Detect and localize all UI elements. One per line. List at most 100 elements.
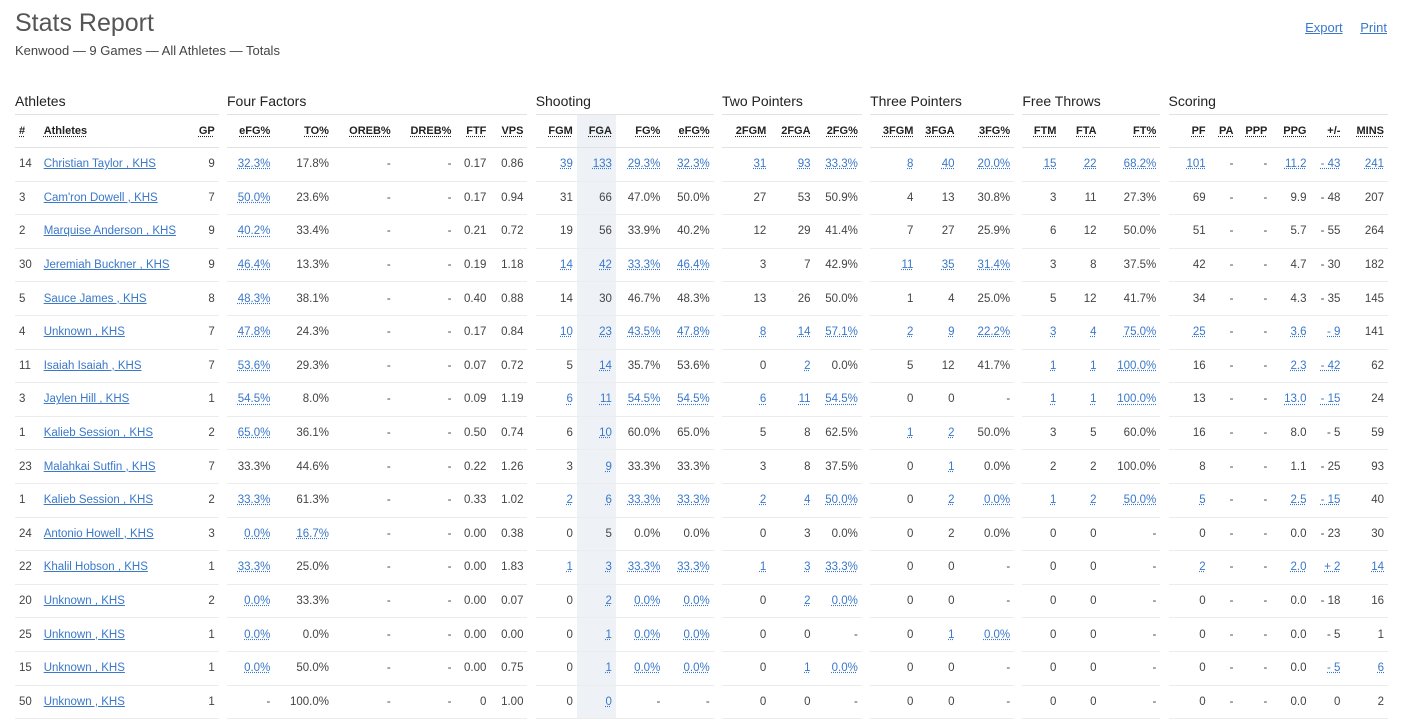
col-header[interactable]: Athletes (39, 115, 187, 148)
stat-link[interactable]: 3 (605, 561, 612, 574)
col-header[interactable]: 2FGA (770, 115, 815, 148)
stat-link[interactable]: 0.0% (683, 662, 710, 675)
stat-link[interactable]: 32.3% (237, 158, 271, 171)
export-link[interactable]: Export (1305, 20, 1343, 35)
stat-link[interactable]: - 43 (1320, 158, 1341, 171)
stat-link[interactable]: 46.4% (237, 259, 271, 272)
stat-link[interactable]: 33.3% (627, 494, 661, 507)
stat-link[interactable]: 54.5% (825, 393, 858, 406)
col-header[interactable]: 2FGM (721, 115, 771, 148)
stat-link[interactable]: 0.0% (983, 628, 1011, 641)
col-header[interactable]: OREB% (332, 115, 395, 148)
stat-link[interactable]: 1 (907, 427, 914, 440)
stat-link[interactable]: 241 (1364, 158, 1384, 171)
col-header[interactable]: FTA (1060, 115, 1101, 148)
stat-link[interactable]: 2 (804, 359, 811, 372)
stat-link[interactable]: 10 (599, 427, 612, 440)
stat-link[interactable]: 46.4% (677, 259, 710, 272)
athlete-link[interactable]: Unknown , KHS (43, 628, 125, 641)
stat-link[interactable]: 2 (605, 595, 612, 608)
col-header[interactable]: eFG% (226, 115, 275, 148)
stat-link[interactable]: 0.0% (244, 595, 271, 608)
stat-link[interactable]: 68.2% (1123, 158, 1157, 171)
stat-link[interactable]: 4 (804, 494, 811, 507)
stat-link[interactable]: 0.0% (634, 628, 661, 641)
stat-link[interactable]: 47.8% (237, 326, 271, 339)
stat-link[interactable]: 33.3% (237, 494, 271, 507)
col-header[interactable]: 3FGA (917, 115, 959, 148)
stat-link[interactable]: 43.5% (627, 326, 661, 339)
stat-link[interactable]: 0.0% (244, 628, 271, 641)
stat-link[interactable]: 2 (1199, 561, 1206, 574)
stat-link[interactable]: 31.4% (977, 259, 1011, 272)
athlete-link[interactable]: Unknown , KHS (43, 695, 125, 708)
stat-link[interactable]: 33.3% (825, 561, 858, 574)
athlete-link[interactable]: Jeremiah Buckner , KHS (43, 259, 170, 272)
stat-link[interactable]: 31 (753, 158, 767, 171)
stat-link[interactable]: 11 (599, 393, 612, 406)
stat-link[interactable]: 133 (592, 158, 612, 171)
stat-link[interactable]: 3 (1050, 326, 1057, 339)
stat-link[interactable]: 11.2 (1284, 158, 1307, 171)
col-header[interactable]: MINS (1344, 115, 1388, 148)
athlete-link[interactable]: Unknown , KHS (43, 326, 125, 339)
athlete-link[interactable]: Antonio Howell , KHS (43, 527, 154, 540)
stat-link[interactable]: 0.0% (634, 662, 661, 675)
stat-link[interactable]: 42 (599, 259, 612, 272)
stat-link[interactable]: 22 (1083, 158, 1097, 171)
stat-link[interactable]: 0.0% (634, 595, 661, 608)
stat-link[interactable]: 2.3 (1290, 359, 1307, 372)
stat-link[interactable]: 1 (1050, 494, 1057, 507)
stat-link[interactable]: 2.0 (1290, 561, 1307, 574)
print-link[interactable]: Print (1360, 20, 1387, 35)
stat-link[interactable]: 3.6 (1290, 326, 1307, 339)
stat-link[interactable]: 47.8% (677, 326, 710, 339)
stat-link[interactable]: 25 (1192, 326, 1206, 339)
stat-link[interactable]: 53.6% (237, 359, 271, 372)
col-header[interactable]: FT% (1100, 115, 1161, 148)
stat-link[interactable]: 0.0% (683, 595, 710, 608)
stat-link[interactable]: 2 (759, 494, 767, 507)
stat-link[interactable]: - 9 (1327, 326, 1341, 339)
col-header[interactable]: 3FG% (958, 115, 1015, 148)
stat-link[interactable]: 1 (566, 561, 573, 574)
stat-link[interactable]: 6 (759, 393, 767, 406)
stat-link[interactable]: 33.3% (627, 259, 661, 272)
stat-link[interactable]: 54.5% (677, 393, 710, 406)
stat-link[interactable]: 1 (948, 460, 955, 473)
stat-link[interactable]: 35 (941, 259, 955, 272)
stat-link[interactable]: 40.2% (237, 225, 271, 238)
stat-link[interactable]: 0.0% (831, 662, 858, 675)
stat-link[interactable]: 14 (599, 359, 612, 372)
stat-link[interactable]: 48.3% (237, 292, 271, 305)
stat-link[interactable]: 15 (1043, 158, 1057, 171)
col-header[interactable]: DREB% (394, 115, 456, 148)
stat-link[interactable]: 0.0% (683, 628, 710, 641)
stat-link[interactable]: 1 (1050, 393, 1057, 406)
stat-link[interactable]: 33.3% (237, 561, 271, 574)
col-header[interactable]: PPP (1237, 115, 1272, 148)
stat-link[interactable]: 2 (1090, 494, 1097, 507)
stat-link[interactable]: 1 (759, 561, 767, 574)
stat-link[interactable]: - 15 (1320, 494, 1341, 507)
athlete-link[interactable]: Marquise Anderson , KHS (43, 225, 177, 238)
stat-link[interactable]: 11 (798, 393, 811, 406)
stat-link[interactable]: 0 (605, 695, 612, 708)
athlete-link[interactable]: Khalil Hobson , KHS (43, 561, 148, 574)
stat-link[interactable]: 93 (797, 158, 811, 171)
stat-link[interactable]: 2 (948, 494, 955, 507)
stat-link[interactable]: 101 (1186, 158, 1206, 171)
col-header[interactable]: GP (186, 115, 219, 148)
stat-link[interactable]: 1 (804, 662, 811, 675)
stat-link[interactable]: 0.0% (831, 595, 858, 608)
stat-link[interactable]: 10 (560, 326, 573, 339)
col-header[interactable]: +/- (1310, 115, 1345, 148)
stat-link[interactable]: 1 (605, 628, 612, 641)
stat-link[interactable]: 100.0% (1117, 393, 1157, 406)
stat-link[interactable]: 50.0% (825, 494, 858, 507)
stat-link[interactable]: 0.0% (244, 662, 271, 675)
stat-link[interactable]: 23 (599, 326, 612, 339)
col-header[interactable]: FTF (455, 115, 491, 148)
stat-link[interactable]: 33.3% (677, 494, 710, 507)
stat-link[interactable]: 1 (948, 628, 955, 641)
